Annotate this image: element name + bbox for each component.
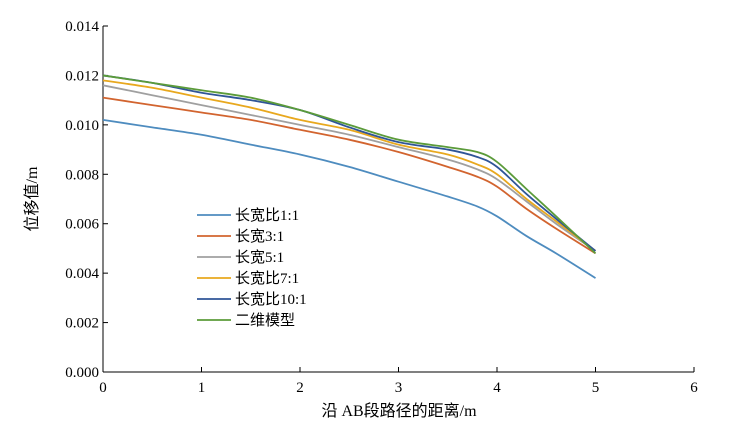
legend-label: 长宽5:1	[235, 249, 284, 266]
y-tick-label: 0.012	[65, 68, 99, 84]
x-axis-title: 沿 AB段路径的距离/m	[321, 402, 477, 420]
x-tick-label: 4	[493, 380, 501, 396]
x-tick-label: 3	[395, 380, 403, 396]
x-tick-label: 5	[592, 380, 600, 396]
x-tick-label: 6	[690, 380, 698, 396]
series-line-2	[102, 96, 596, 255]
series-line-3	[102, 84, 597, 252]
legend-label: 长宽比1:1	[235, 207, 299, 224]
y-tick-label: 0.000	[65, 365, 99, 381]
legend-label: 长宽3:1	[235, 228, 284, 245]
y-ticks: 0.000 0.002 0.004 0.006 0.008 0.010 0.012 0.014	[65, 19, 108, 381]
x-tick-label: 2	[296, 380, 304, 396]
series-lines	[102, 74, 597, 279]
y-tick-label: 0.010	[65, 118, 99, 134]
y-tick-label: 0.004	[65, 266, 99, 282]
legend: 长宽比1:1 长宽3:1 长宽5:1 长宽比7:1 长宽比10:1 二维模型	[197, 207, 307, 329]
y-tick-label: 0.008	[65, 167, 99, 183]
series-line-1	[102, 119, 596, 279]
x-ticks: 0 1 2 3 4 5 6	[99, 367, 698, 396]
series-line-5	[102, 74, 597, 252]
legend-label: 长宽比10:1	[235, 291, 307, 308]
legend-label: 二维模型	[235, 312, 295, 329]
y-axis-title: 位移值/m	[23, 166, 41, 231]
series-line-6	[102, 74, 597, 255]
x-tick-label: 1	[198, 380, 206, 396]
y-tick-label: 0.014	[65, 19, 99, 35]
series-line-4	[102, 79, 597, 252]
legend-label: 长宽比7:1	[235, 270, 299, 287]
y-tick-label: 0.006	[65, 217, 99, 233]
y-tick-label: 0.002	[65, 316, 99, 332]
axes	[102, 26, 694, 373]
x-tick-label: 0	[99, 380, 107, 396]
